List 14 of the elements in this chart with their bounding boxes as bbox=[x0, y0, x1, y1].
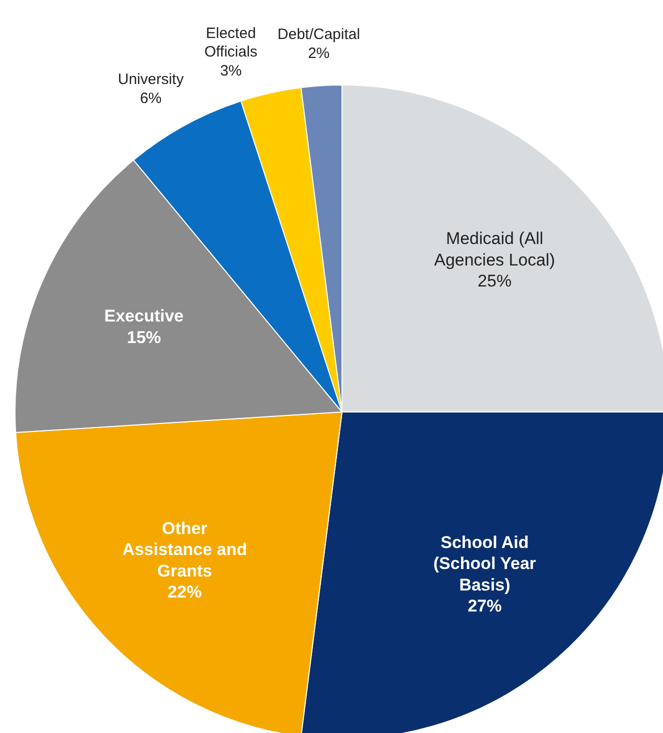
data-label: 25% bbox=[478, 272, 512, 291]
slice-label: Other Assistance and Grants bbox=[122, 518, 248, 580]
data-label: 6% bbox=[140, 90, 162, 107]
slice-label: Elected Officials bbox=[204, 24, 258, 61]
slice-label: University bbox=[118, 71, 184, 88]
data-label: 3% bbox=[220, 62, 242, 80]
slice-label: Medicaid (All Agencies Local) bbox=[434, 229, 556, 270]
data-label: 22% bbox=[168, 582, 202, 602]
slice-label: Executive bbox=[104, 306, 184, 326]
data-label: 15% bbox=[126, 328, 161, 347]
slice-label: School Aid (School Year Basis) bbox=[433, 532, 536, 594]
data-label: 27% bbox=[468, 596, 502, 616]
data-label: 2% bbox=[308, 44, 330, 62]
slice-label: Debt/Capital bbox=[278, 26, 360, 44]
